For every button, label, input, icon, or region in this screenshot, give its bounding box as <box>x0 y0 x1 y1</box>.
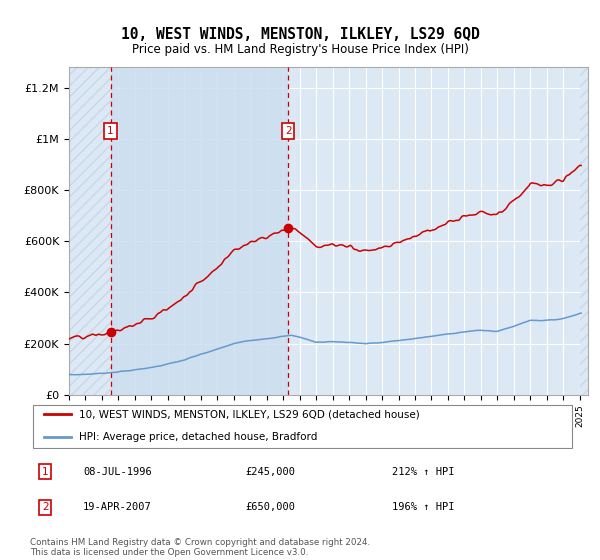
Text: 212% ↑ HPI: 212% ↑ HPI <box>392 466 454 477</box>
Text: 1: 1 <box>107 126 114 136</box>
FancyBboxPatch shape <box>33 405 572 448</box>
Text: Price paid vs. HM Land Registry's House Price Index (HPI): Price paid vs. HM Land Registry's House … <box>131 43 469 56</box>
Bar <box>110 67 288 395</box>
Text: 10, WEST WINDS, MENSTON, ILKLEY, LS29 6QD: 10, WEST WINDS, MENSTON, ILKLEY, LS29 6Q… <box>121 27 479 42</box>
Text: HPI: Average price, detached house, Bradford: HPI: Average price, detached house, Brad… <box>79 432 317 442</box>
Text: Contains HM Land Registry data © Crown copyright and database right 2024.
This d: Contains HM Land Registry data © Crown c… <box>30 538 370 557</box>
Text: £245,000: £245,000 <box>245 466 295 477</box>
Text: 19-APR-2007: 19-APR-2007 <box>83 502 152 512</box>
Text: 2: 2 <box>42 502 49 512</box>
Text: £650,000: £650,000 <box>245 502 295 512</box>
Bar <box>69 67 110 395</box>
Text: 08-JUL-1996: 08-JUL-1996 <box>83 466 152 477</box>
Text: 10, WEST WINDS, MENSTON, ILKLEY, LS29 6QD (detached house): 10, WEST WINDS, MENSTON, ILKLEY, LS29 6Q… <box>79 409 420 419</box>
Text: 2: 2 <box>285 126 292 136</box>
Text: 196% ↑ HPI: 196% ↑ HPI <box>392 502 454 512</box>
Text: 1: 1 <box>42 466 49 477</box>
Bar <box>580 67 588 395</box>
